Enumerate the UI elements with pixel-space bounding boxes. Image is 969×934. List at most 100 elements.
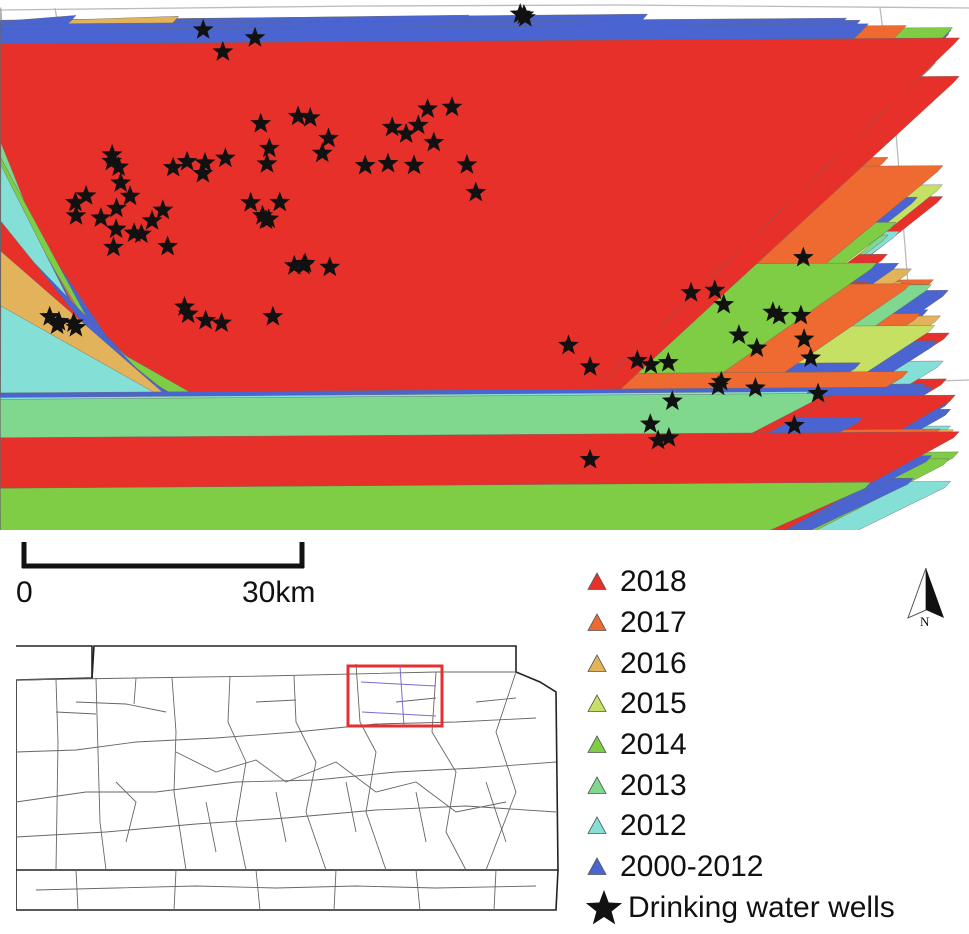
- drinking-water-well-star: [211, 312, 232, 332]
- scale-end-label: 30km: [242, 576, 316, 609]
- drinking-water-well-star: [75, 184, 97, 205]
- legend-item-y2013: 2013: [584, 765, 969, 806]
- legend-item-y2014: 2014: [584, 725, 969, 766]
- drinking-water-well-markers: [39, 3, 829, 469]
- drinking-water-well-star: [194, 152, 216, 172]
- drinking-water-well-star: [65, 204, 87, 225]
- legend-label: 2015: [620, 687, 687, 721]
- legend-item-y2017: 2017: [584, 603, 969, 644]
- legend-label: 2012: [620, 809, 687, 843]
- drinking-water-well-star: [319, 256, 341, 277]
- drinking-water-well-star: [423, 131, 445, 152]
- drinking-water-well-star: [123, 222, 145, 242]
- drinking-water-well-star: [195, 309, 217, 330]
- drinking-water-well-star: [441, 96, 463, 117]
- drinking-water-well-star: [465, 181, 487, 202]
- legend-label: 2018: [620, 565, 687, 599]
- legend-item-y2015: 2015: [584, 684, 969, 725]
- drinking-water-well-star: [710, 370, 732, 391]
- drinking-water-well-star: [157, 235, 179, 256]
- legend-item-y2012: 2012: [584, 806, 969, 847]
- drinking-water-well-star: [255, 209, 277, 229]
- legend-label: 2016: [620, 646, 687, 680]
- state-outline: [16, 645, 559, 911]
- legend-item-y2016: 2016: [584, 643, 969, 684]
- drinking-water-well-star: [141, 209, 163, 230]
- drinking-water-well-star: [514, 6, 536, 27]
- drinking-water-well-star: [407, 114, 429, 135]
- drinking-water-well-star: [762, 301, 784, 322]
- drinking-water-well-star: [101, 150, 123, 171]
- drinking-water-well-star: [647, 429, 669, 450]
- drinking-water-well-star: [768, 304, 790, 325]
- drinking-water-well-star: [90, 207, 112, 227]
- legend-label: 2000-2012: [620, 850, 764, 884]
- drinking-water-well-star: [63, 312, 84, 332]
- drinking-water-well-star: [311, 142, 333, 163]
- drinking-water-well-star: [807, 382, 829, 403]
- north-label: N: [920, 614, 930, 629]
- drinking-water-well-star: [103, 236, 124, 257]
- triangle-icon: [587, 653, 607, 672]
- drinking-water-well-star: [661, 390, 683, 411]
- drinking-water-well-star: [64, 191, 86, 212]
- inset-locator-map: [16, 645, 559, 911]
- drinking-water-well-star: [395, 123, 417, 143]
- drinking-water-well-star: [262, 305, 284, 326]
- triangle-icon: [587, 694, 607, 713]
- drinking-water-well-star: [130, 223, 152, 244]
- drinking-water-well-star: [256, 152, 278, 173]
- drinking-water-well-star: [639, 413, 661, 433]
- drinking-water-well-star: [177, 303, 199, 324]
- drinking-water-well-star: [269, 191, 291, 212]
- drinking-water-well-star: [192, 18, 214, 39]
- drinking-water-well-star: [456, 153, 478, 174]
- triangle-icon: [587, 735, 607, 753]
- drinking-water-well-star: [192, 162, 214, 183]
- drinking-water-well-star: [105, 218, 127, 239]
- drinking-water-well-star: [106, 197, 127, 218]
- drinking-water-well-star: [299, 106, 321, 127]
- triangle-icon: [587, 857, 607, 876]
- drinking-water-well-star: [119, 185, 141, 206]
- drinking-water-well-star: [258, 137, 280, 158]
- drinking-water-well-star: [640, 353, 662, 374]
- triangle-icon: [587, 613, 607, 631]
- drinking-water-well-star: [658, 426, 680, 447]
- drinking-water-well-star: [783, 414, 805, 435]
- drinking-water-well-star: [579, 448, 601, 469]
- drinking-water-well-star: [162, 156, 184, 177]
- scale-bar: 0 30km: [0, 536, 360, 616]
- drinking-water-well-star: [793, 328, 815, 348]
- drinking-water-well-star: [110, 172, 132, 192]
- drinking-water-well-star: [174, 296, 195, 316]
- drinking-water-well-star: [377, 152, 399, 173]
- legend-item-y2000_2012: 2000-2012: [584, 847, 969, 888]
- inset-county-lines: [16, 663, 557, 911]
- drinking-water-well-star: [250, 112, 272, 133]
- drinking-water-well-star: [293, 254, 315, 275]
- legend-label: 2017: [620, 606, 687, 640]
- drinking-water-well-star: [790, 304, 812, 325]
- drinking-water-well-star: [713, 293, 735, 314]
- drinking-water-well-star: [707, 375, 729, 396]
- drinking-water-well-star: [240, 191, 262, 212]
- drinking-water-well-star: [704, 279, 726, 300]
- drinking-water-well-star: [744, 377, 766, 397]
- main-map: [0, 3, 969, 530]
- drinking-water-well-star: [792, 246, 814, 267]
- north-arrow-icon: N: [907, 567, 944, 629]
- gas-well-markers: [0, 7, 961, 530]
- triangle-icon: [587, 775, 607, 794]
- drinking-water-well-star: [746, 337, 768, 358]
- drinking-water-well-star: [287, 105, 309, 126]
- drinking-water-well-star: [626, 349, 648, 370]
- drinking-water-well-star: [680, 281, 702, 302]
- drinking-water-well-star: [212, 40, 234, 61]
- legend: 2018 2017 2016 2015 2014 2013 2012 2000-2012 Dri…: [584, 562, 969, 928]
- drinking-water-well-star: [39, 305, 61, 326]
- drinking-water-well-star: [657, 351, 679, 372]
- drinking-water-well-star: [283, 254, 305, 275]
- drinking-water-well-star: [46, 314, 68, 334]
- drinking-water-well-star: [108, 156, 130, 176]
